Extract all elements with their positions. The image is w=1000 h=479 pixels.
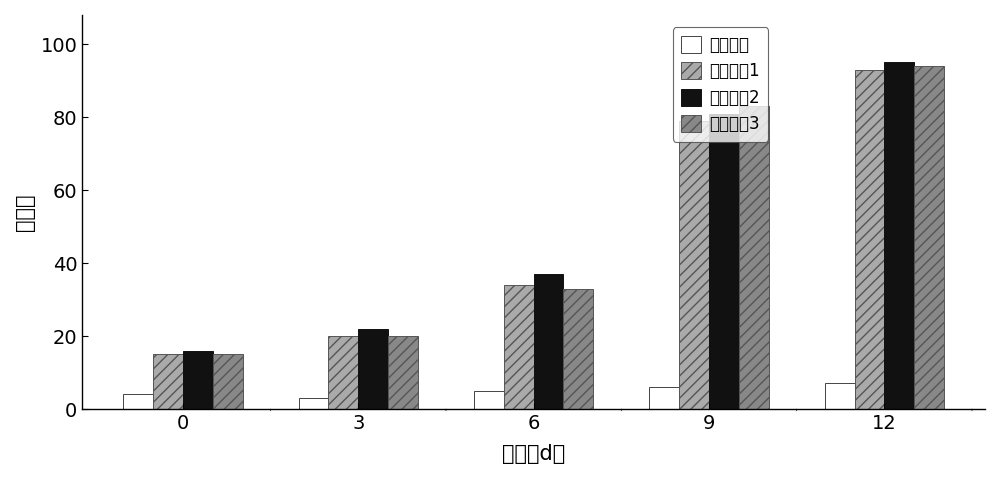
Y-axis label: 发芽率: 发芽率: [15, 193, 35, 231]
Legend: 空白对照, 平行实验1, 平行实验2, 平行实验3: 空白对照, 平行实验1, 平行实验2, 平行实验3: [673, 27, 768, 142]
Bar: [679, 121, 709, 409]
Bar: [855, 70, 884, 409]
Bar: [123, 394, 153, 409]
Bar: [358, 329, 388, 409]
Bar: [884, 62, 914, 409]
Bar: [153, 354, 183, 409]
Bar: [299, 398, 328, 409]
Bar: [739, 106, 769, 409]
X-axis label: 时间（d）: 时间（d）: [502, 444, 565, 464]
Bar: [825, 384, 855, 409]
Bar: [709, 114, 739, 409]
Bar: [183, 351, 213, 409]
Bar: [504, 285, 534, 409]
Bar: [388, 336, 418, 409]
Bar: [328, 336, 358, 409]
Bar: [649, 387, 679, 409]
Bar: [534, 274, 563, 409]
Bar: [914, 66, 944, 409]
Bar: [213, 354, 243, 409]
Bar: [563, 289, 593, 409]
Bar: [474, 391, 504, 409]
